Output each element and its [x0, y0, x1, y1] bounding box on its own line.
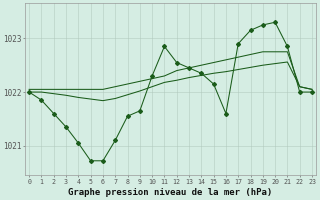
X-axis label: Graphe pression niveau de la mer (hPa): Graphe pression niveau de la mer (hPa)	[68, 188, 273, 197]
